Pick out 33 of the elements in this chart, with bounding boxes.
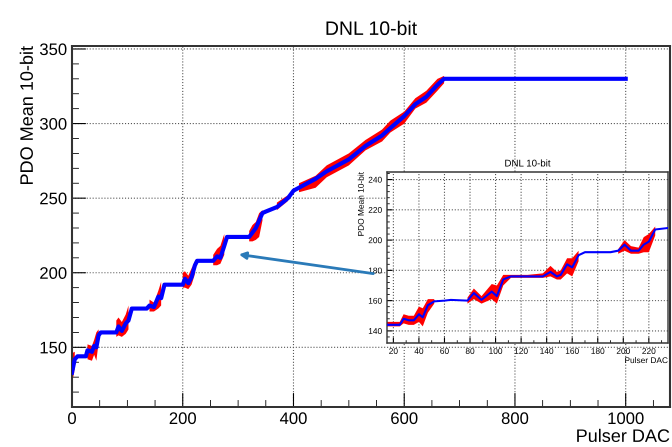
y-tick-label: 220 <box>368 207 382 213</box>
x-tick-label: 400 <box>280 412 307 424</box>
x-tick-label: 800 <box>502 412 528 424</box>
x-tick-label: 0 <box>68 412 76 424</box>
chart-title: DNL 10-bit <box>505 159 550 167</box>
x-tick-label: 140 <box>540 348 554 354</box>
x-tick-label: 20 <box>389 348 398 354</box>
y-tick-label: 150 <box>40 342 66 354</box>
x-tick-label: 40 <box>414 348 424 354</box>
x-tick-label: 80 <box>466 348 474 354</box>
y-tick-label: 250 <box>40 192 66 204</box>
y-tick-label: 200 <box>40 267 66 279</box>
x-tick-label: 200 <box>170 412 196 424</box>
y-tick-label: 160 <box>368 298 382 304</box>
x-tick-label: 200 <box>616 348 630 354</box>
x-tick-label: 600 <box>391 412 418 424</box>
x-tick-label: 120 <box>514 348 528 354</box>
y-tick-label: 350 <box>40 43 66 56</box>
y-axis-title: PDO Mean 10-bit <box>20 46 33 184</box>
chart-title: DNL 10-bit <box>326 20 417 36</box>
x-tick-label: 60 <box>440 348 449 354</box>
x-axis-title: Pulser DAC <box>625 357 668 364</box>
x-tick-label: 180 <box>591 348 604 354</box>
x-tick-label: 220 <box>642 348 656 354</box>
y-tick-label: 240 <box>368 176 382 183</box>
y-tick-label: 200 <box>368 237 382 244</box>
x-tick-label: 100 <box>489 348 502 354</box>
x-tick-label: 1000 <box>608 412 644 424</box>
x-axis-title: Pulser DAC <box>577 428 670 442</box>
x-tick-label: 160 <box>566 348 579 354</box>
y-tick-label: 140 <box>368 328 382 334</box>
y-tick-label: 300 <box>40 118 66 130</box>
y-axis-title: PDO Mean 10-bit <box>358 172 364 236</box>
